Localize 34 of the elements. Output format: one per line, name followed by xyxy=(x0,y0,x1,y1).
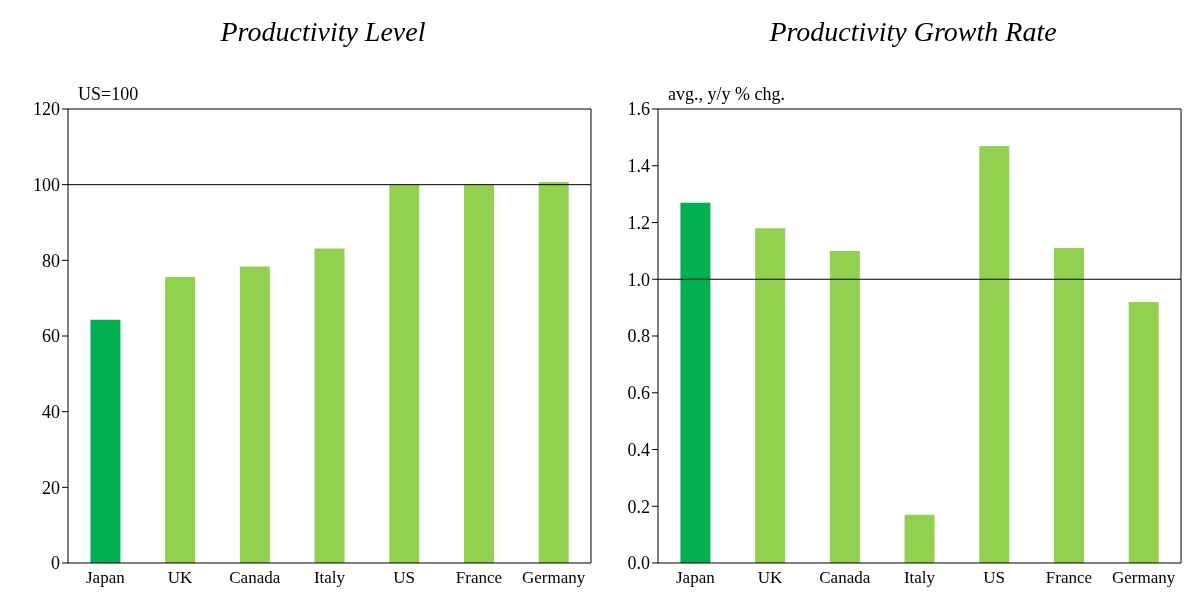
y-axis-title: US=100 xyxy=(78,84,139,105)
x-tick-label: UK xyxy=(757,568,784,588)
y-tick-label: 0.4 xyxy=(627,439,650,460)
y-tick-label: 0.6 xyxy=(627,383,650,404)
x-tick-label: US xyxy=(393,568,416,588)
y-tick-label: 100 xyxy=(33,175,60,196)
x-tick-label: Japan xyxy=(676,568,716,588)
x-tick-label: UK xyxy=(167,568,194,588)
y-tick-label: 1.4 xyxy=(627,156,650,177)
x-tick-label: Canada xyxy=(819,568,871,588)
x-tick-label: Japan xyxy=(86,568,126,588)
y-tick-label: 0.0 xyxy=(627,553,650,574)
y-tick-label: 0.8 xyxy=(627,326,650,347)
x-tick-label: Germany xyxy=(1112,568,1176,588)
y-tick-label: 80 xyxy=(42,250,60,271)
y-tick-label: 1.0 xyxy=(627,269,650,290)
y-axis-title: avg., y/y % chg. xyxy=(668,84,785,105)
x-tick-label: Italy xyxy=(903,568,936,588)
y-tick-label: 1.6 xyxy=(627,99,650,120)
chart-title: Productivity Level xyxy=(219,16,427,48)
x-tick-label: US xyxy=(983,568,1006,588)
y-tick-label: 0.2 xyxy=(627,496,650,517)
y-tick-label: 60 xyxy=(42,326,60,347)
chart-title: Productivity Growth Rate xyxy=(768,16,1058,48)
x-tick-label: Italy xyxy=(313,568,346,588)
y-tick-label: 1.2 xyxy=(627,212,650,233)
x-tick-label: France xyxy=(1045,568,1093,588)
x-tick-label: France xyxy=(455,568,503,588)
x-tick-label: Canada xyxy=(229,568,281,588)
y-tick-label: 20 xyxy=(42,477,60,498)
y-tick-label: 0 xyxy=(51,553,60,574)
y-tick-label: 40 xyxy=(42,402,60,423)
y-tick-label: 120 xyxy=(33,99,60,120)
x-tick-label: Germany xyxy=(522,568,586,588)
